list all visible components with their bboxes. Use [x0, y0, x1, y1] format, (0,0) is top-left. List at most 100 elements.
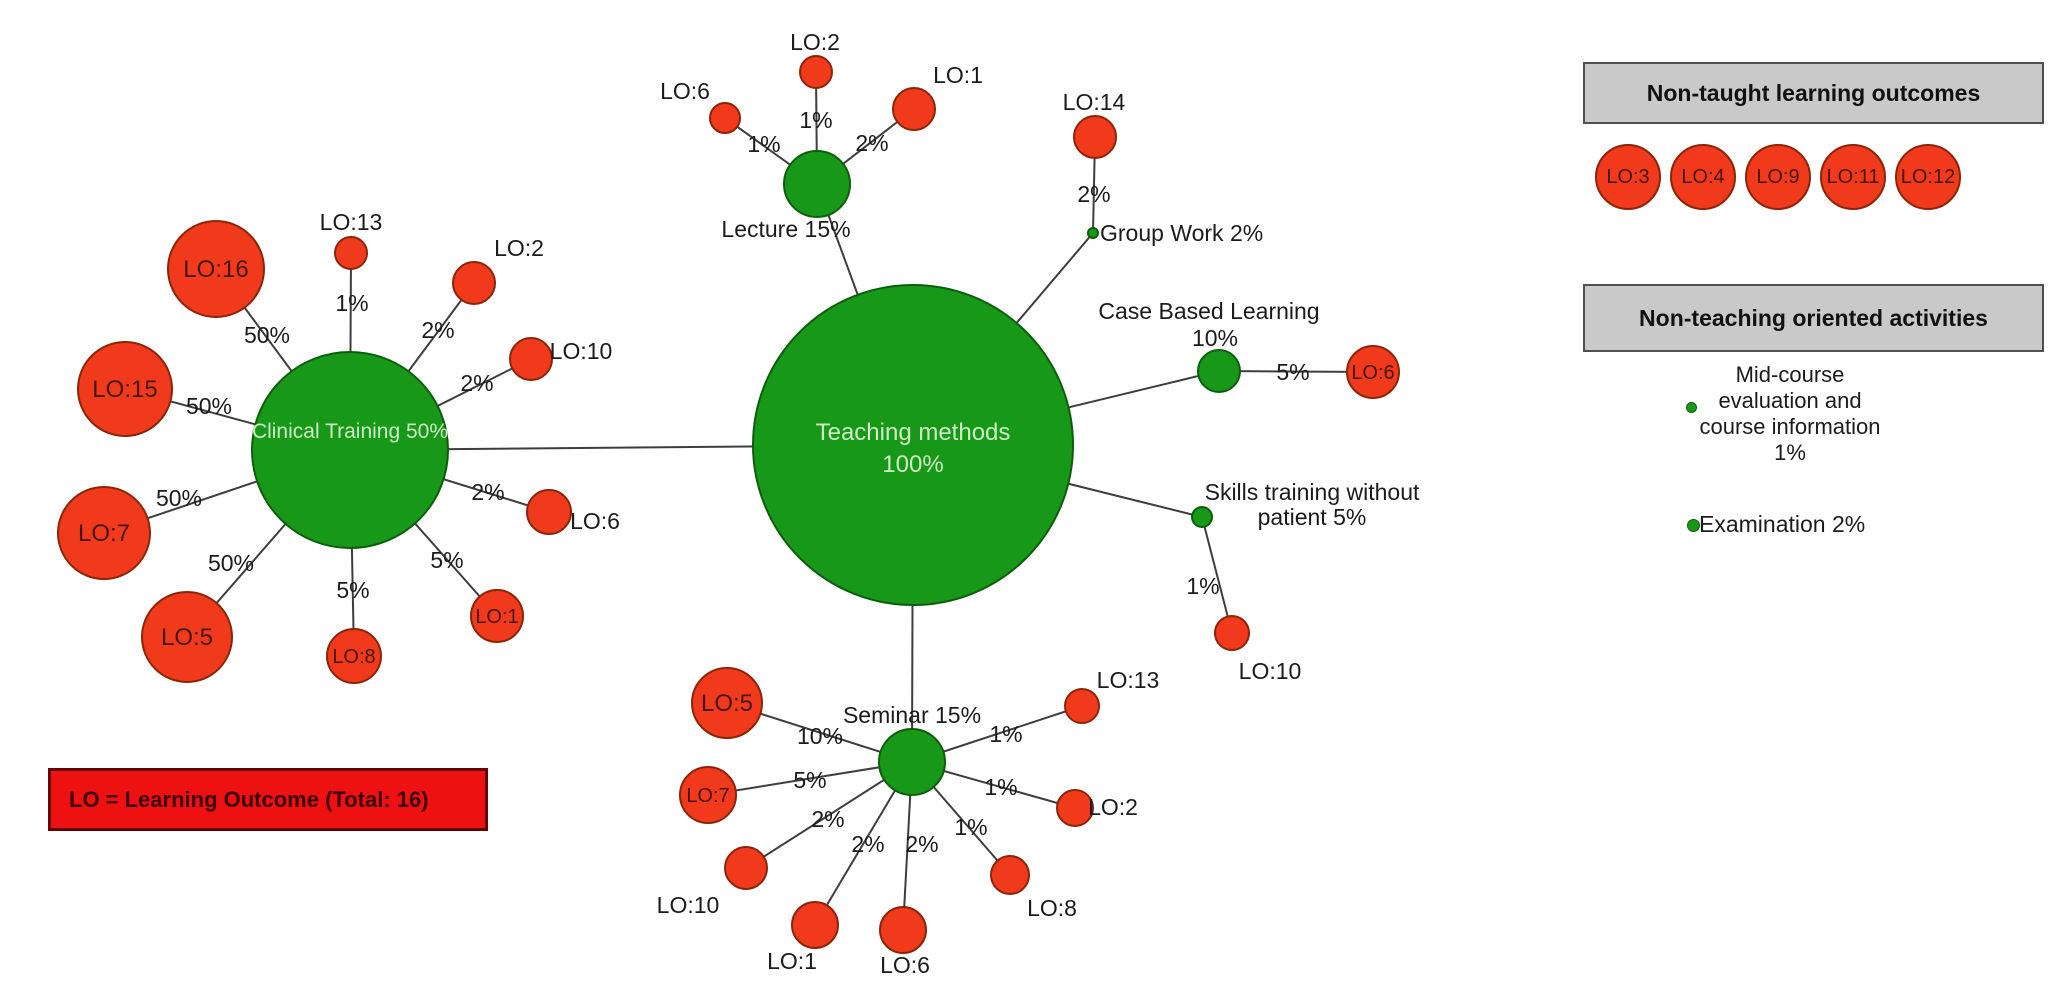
label-seminar-LO:6: LO:6 [880, 952, 930, 978]
label-clinical-LO:8: LO:8 [332, 646, 375, 668]
non-taught-circle-label: LO:12 [1900, 165, 1956, 188]
pct-lecture-LO:1: 2% [855, 130, 888, 156]
pct-clinical-LO:10: 2% [460, 370, 493, 396]
examination-dot [1687, 519, 1700, 532]
pct-lecture-LO:6: 1% [747, 131, 780, 157]
mid-course-activity: Mid-course evaluation and course informa… [1640, 362, 1940, 466]
node-clinical-LO:7 [57, 486, 151, 580]
pct-seminar-LO:8: 1% [954, 814, 987, 840]
non-teaching-header: Non-teaching oriented activities [1583, 284, 2044, 352]
label-seminar-LO:1: LO:1 [767, 948, 817, 974]
non-teaching-title: Non-teaching oriented activities [1639, 304, 1988, 331]
mid-course-line-2: evaluation and [1718, 388, 1862, 413]
node-groupwork-LO:14 [1073, 115, 1117, 159]
node-cbl-hub [1197, 349, 1241, 393]
mid-course-line-3: course information [1699, 414, 1881, 439]
pct-clinical-LO:16: 50% [244, 322, 290, 348]
label-lecture-hub-0: Lecture 15% [721, 216, 850, 242]
node-clinical-LO:1 [470, 589, 524, 643]
pct-groupwork-LO:14: 2% [1077, 181, 1110, 207]
label-lecture-LO:6: LO:6 [660, 78, 710, 104]
node-seminar-LO:10 [724, 846, 768, 890]
label-seminar-LO:13: LO:13 [1097, 667, 1160, 693]
node-skills-LO:10 [1214, 615, 1250, 651]
label-lecture-LO:1: LO:1 [933, 62, 983, 88]
non-taught-circle-label: LO:3 [1606, 165, 1650, 188]
node-seminar-LO:7 [679, 766, 737, 824]
non-taught-circle-label: LO:4 [1681, 165, 1725, 188]
label-lecture-LO:2: LO:2 [790, 29, 840, 55]
label-cbl-LO:6: LO:6 [1351, 362, 1394, 384]
edge-seminar-LO:7 [707, 761, 913, 796]
node-cbl-LO:6 [1346, 345, 1400, 399]
pct-seminar-LO:5: 10% [797, 723, 843, 749]
node-clinical-LO:13 [334, 236, 368, 270]
non-taught-circle-row: LO:3 LO:4 LO:9 LO:11 LO:12 [1595, 144, 1961, 210]
mid-course-line-4: 1% [1774, 440, 1806, 465]
pct-clinical-LO:7: 50% [156, 485, 202, 511]
non-taught-circle-LO:3: LO:3 [1595, 144, 1661, 210]
label-skills-hub-1: patient 5% [1258, 504, 1367, 530]
pct-clinical-LO:15: 50% [186, 393, 232, 419]
label-groupwork-hub-0: Group Work 2% [1100, 220, 1263, 246]
label-clinical-LO:13: LO:13 [320, 209, 383, 235]
pct-clinical-LO:6: 2% [471, 479, 504, 505]
label-teaching-hub-1: 100% [882, 451, 943, 478]
label-seminar-LO:8: LO:8 [1027, 895, 1077, 921]
node-lecture-LO:6 [709, 102, 741, 134]
node-seminar-LO:6 [879, 906, 927, 954]
pct-seminar-LO:7: 5% [793, 767, 826, 793]
label-clinical-hub-0: Clinical Training 50% [252, 420, 448, 443]
node-clinical-LO:15 [77, 341, 173, 437]
label-seminar-hub-0: Seminar 15% [843, 702, 981, 728]
non-taught-circle-LO:11: LO:11 [1820, 144, 1886, 210]
label-teaching-hub-0: Teaching methods [816, 419, 1011, 446]
node-seminar-LO:2 [1056, 789, 1094, 827]
label-seminar-LO:5: LO:5 [701, 690, 753, 717]
examination-label: Examination 2% [1699, 511, 1866, 537]
non-taught-circle-label: LO:9 [1756, 165, 1800, 188]
pct-cbl-LO:6: 5% [1276, 359, 1309, 385]
label-clinical-LO:16: LO:16 [183, 256, 248, 283]
node-seminar-hub [878, 728, 946, 796]
mid-course-dot [1686, 402, 1697, 413]
pct-clinical-LO:2: 2% [421, 317, 454, 343]
pct-seminar-LO:13: 1% [989, 721, 1022, 747]
label-clinical-LO:6: LO:6 [570, 508, 620, 534]
pct-seminar-LO:6: 2% [905, 831, 938, 857]
node-clinical-LO:8 [326, 628, 382, 684]
label-groupwork-LO:14: LO:14 [1063, 89, 1126, 115]
node-teaching-hub [752, 284, 1074, 606]
node-clinical-LO:2 [452, 261, 496, 305]
legend-text: LO = Learning Outcome (Total: 16) [69, 786, 429, 812]
node-clinical-LO:5 [141, 591, 233, 683]
non-taught-circle-LO:12: LO:12 [1895, 144, 1961, 210]
label-cbl-hub-0: Case Based Learning [1098, 298, 1319, 324]
non-taught-title: Non-taught learning outcomes [1646, 79, 1981, 106]
pct-seminar-LO:1: 2% [851, 831, 884, 857]
label-clinical-LO:10: LO:10 [550, 338, 613, 364]
node-lecture-LO:1 [892, 87, 936, 131]
label-seminar-LO:7: LO:7 [686, 785, 729, 807]
node-groupwork-hub [1087, 227, 1099, 239]
node-clinical-LO:6 [526, 489, 572, 535]
non-taught-circle-LO:9: LO:9 [1745, 144, 1811, 210]
pct-skills-LO:10: 1% [1186, 573, 1219, 599]
mid-course-line-1: Mid-course [1735, 362, 1845, 387]
legend-box: LO = Learning Outcome (Total: 16) [48, 768, 488, 831]
node-lecture-LO:2 [799, 55, 833, 89]
node-clinical-LO:10 [509, 337, 553, 381]
non-taught-circle-LO:4: LO:4 [1670, 144, 1736, 210]
node-seminar-LO:8 [990, 855, 1030, 895]
pct-clinical-LO:5: 50% [208, 550, 254, 576]
label-skills-LO:10: LO:10 [1239, 658, 1302, 684]
pct-clinical-LO:13: 1% [335, 290, 368, 316]
label-cbl-hub-1: 10% [1192, 325, 1238, 351]
label-clinical-LO:5: LO:5 [161, 624, 213, 651]
pct-clinical-LO:1: 5% [430, 547, 463, 573]
non-taught-header: Non-taught learning outcomes [1583, 62, 2044, 124]
label-clinical-LO:2: LO:2 [494, 235, 544, 261]
edge-skills-LO:10 [1201, 516, 1233, 634]
